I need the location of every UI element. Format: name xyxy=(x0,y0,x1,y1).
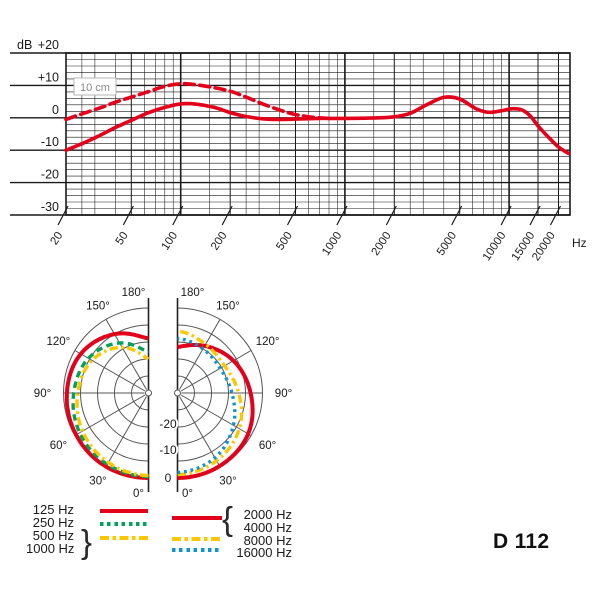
svg-text:90°: 90° xyxy=(34,388,51,400)
svg-text:Hz: Hz xyxy=(572,236,587,250)
svg-text:dB: dB xyxy=(17,38,32,52)
legend-bracket: { xyxy=(222,500,234,537)
svg-text:180°: 180° xyxy=(122,287,146,299)
svg-text:1000: 1000 xyxy=(320,230,344,258)
polar-pattern-high-frequencies: 0° 30° 60° 90° 120° 150° 180° 0 -10 -20 xyxy=(157,285,294,502)
polar-curve xyxy=(64,331,150,480)
legend-label: 2000 Hz xyxy=(243,507,292,522)
svg-text:-10: -10 xyxy=(159,443,177,457)
svg-text:120°: 120° xyxy=(47,336,71,348)
svg-text:90°: 90° xyxy=(275,388,292,400)
svg-text:500: 500 xyxy=(274,230,295,253)
legend-label: 500 Hz xyxy=(32,528,74,543)
legend-line-sample xyxy=(172,548,222,552)
svg-text:60°: 60° xyxy=(259,440,276,452)
svg-text:150°: 150° xyxy=(86,301,110,313)
polar-curve xyxy=(177,336,237,475)
svg-text:-20: -20 xyxy=(159,417,177,431)
svg-text:50: 50 xyxy=(114,230,131,247)
legend-label: 1000 Hz xyxy=(26,541,75,556)
freq-curve xyxy=(64,81,331,122)
freq-curve xyxy=(64,95,571,156)
svg-text:-10: -10 xyxy=(41,135,59,149)
legend-line-sample xyxy=(100,536,148,540)
polar-angle-labels: 0° 30° 60° 90° 120° 150° 180° xyxy=(32,285,148,502)
legend-label: 250 Hz xyxy=(32,515,74,530)
svg-text:0°: 0° xyxy=(133,488,144,500)
legend-label: 125 Hz xyxy=(32,502,74,517)
svg-text:60°: 60° xyxy=(50,440,67,452)
freq-grid xyxy=(10,52,571,216)
polar-curve xyxy=(177,343,255,480)
svg-text:180°: 180° xyxy=(181,287,205,299)
legend-label: 8000 Hz xyxy=(243,533,292,548)
legend-label: 4000 Hz xyxy=(243,520,292,535)
legend-line-sample xyxy=(172,516,222,520)
svg-text:10 cm: 10 cm xyxy=(80,82,110,94)
polar-curves xyxy=(64,331,150,480)
svg-text:2000: 2000 xyxy=(370,230,394,258)
polar-curves xyxy=(177,329,255,480)
freq-y-axis-labels: dB +20 +10 0 -10 -20 -30 xyxy=(17,38,59,214)
svg-text:-20: -20 xyxy=(41,168,59,182)
polar-angle-labels: 0° 30° 60° 90° 120° 150° 180° 0 -10 -20 xyxy=(157,285,294,502)
polar-pattern-low-frequencies: 0° 30° 60° 90° 120° 150° 180° xyxy=(32,285,152,502)
svg-text:+20: +20 xyxy=(38,38,59,52)
product-model-label: D 112 xyxy=(493,530,550,553)
svg-text:30°: 30° xyxy=(89,476,106,488)
freq-curves xyxy=(64,81,571,156)
near-field-annotation: 10 cm xyxy=(73,77,117,96)
svg-text:100: 100 xyxy=(160,230,181,253)
legend-label: 16000 Hz xyxy=(236,545,292,560)
legend-line-sample xyxy=(100,522,148,526)
polar-grid xyxy=(63,298,152,492)
legend-bracket: } xyxy=(81,523,93,560)
svg-text:10000: 10000 xyxy=(481,230,509,263)
svg-text:150°: 150° xyxy=(216,301,240,313)
polar-curve xyxy=(177,329,244,477)
svg-text:+10: +10 xyxy=(38,70,59,84)
legend-line-sample xyxy=(172,537,222,541)
svg-text:0°: 0° xyxy=(182,488,193,500)
polar-curve xyxy=(75,345,150,478)
polar-curve xyxy=(71,341,150,479)
frequency-response-chart: dB +20 +10 0 -10 -20 -30 20 50 100 200 500 1000 2000 5… xyxy=(10,38,587,263)
svg-text:0: 0 xyxy=(52,103,59,117)
svg-text:200: 200 xyxy=(209,230,230,253)
svg-text:30°: 30° xyxy=(219,476,236,488)
svg-text:5000: 5000 xyxy=(435,230,459,258)
svg-text:120°: 120° xyxy=(256,336,280,348)
svg-text:0: 0 xyxy=(165,471,172,485)
svg-text:20: 20 xyxy=(48,230,65,247)
legend-line-sample xyxy=(100,509,148,513)
svg-text:-30: -30 xyxy=(41,200,59,214)
